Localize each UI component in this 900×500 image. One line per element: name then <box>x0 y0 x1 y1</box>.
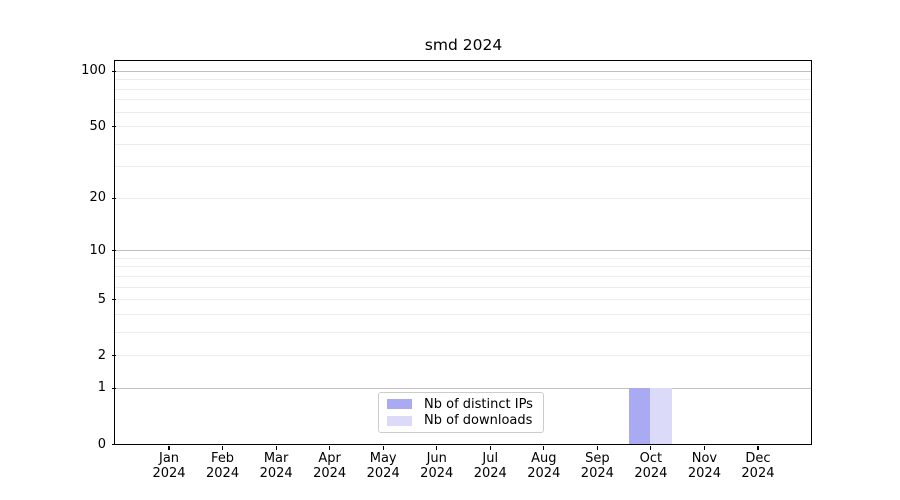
x-tick-month: Feb <box>211 451 235 466</box>
y-axis-tick-label: 20 <box>89 190 106 206</box>
plot-area <box>114 60 812 445</box>
x-tick-month: Apr <box>318 451 341 466</box>
y-tick-mark <box>111 197 116 199</box>
y-tick-mark <box>111 125 116 128</box>
minor-gridline <box>115 257 811 259</box>
x-axis-tick-label: Aug 2024 <box>504 451 584 481</box>
minor-gridline <box>115 143 811 145</box>
x-tick-month: Jan <box>159 451 180 466</box>
legend-label-distinct-ips: Nb of distinct IPs <box>424 396 533 412</box>
x-tick-year: 2024 <box>259 466 293 481</box>
x-tick-month: May <box>369 451 397 466</box>
minor-gridline <box>115 166 811 168</box>
legend-swatch-downloads <box>387 415 412 426</box>
x-axis-tick-label: Nov 2024 <box>664 451 744 481</box>
x-tick-year: 2024 <box>687 466 721 481</box>
x-tick-year: 2024 <box>634 466 668 481</box>
y-tick-mark <box>111 70 116 72</box>
y-axis-tick-label: 50 <box>89 118 106 134</box>
y-axis-tick-label: 0 <box>97 436 106 452</box>
x-tick-year: 2024 <box>580 466 614 481</box>
legend-label-downloads: Nb of downloads <box>424 413 533 429</box>
major-gridline <box>115 387 811 389</box>
minor-gridline <box>115 88 811 90</box>
x-tick-year: 2024 <box>741 466 775 481</box>
y-tick-mark <box>111 443 116 446</box>
legend-swatch-distinct-ips <box>387 399 412 410</box>
y-tick-mark <box>111 299 116 301</box>
x-tick-year: 2024 <box>473 466 507 481</box>
x-axis-tick-label: Sep 2024 <box>557 451 637 481</box>
x-tick-month: Jul <box>482 451 499 466</box>
y-tick-mark <box>111 249 116 252</box>
minor-gridline <box>115 111 811 113</box>
x-tick-month: Mar <box>263 451 289 466</box>
y-axis-tick-label: 10 <box>89 242 106 258</box>
x-tick-mark <box>168 446 170 450</box>
x-axis-tick-label: May 2024 <box>343 451 423 481</box>
y-axis-tick-label: 5 <box>97 291 106 307</box>
x-tick-mark <box>221 446 224 450</box>
y-axis-tick-label: 1 <box>97 380 106 396</box>
minor-gridline <box>115 99 811 101</box>
legend: Nb of distinct IPs Nb of downloads <box>378 392 544 433</box>
x-tick-mark <box>757 446 759 450</box>
x-axis-tick-label: Feb 2024 <box>183 451 263 481</box>
y-axis-tick-label: 100 <box>81 63 106 79</box>
minor-gridline <box>115 299 811 301</box>
y-tick-mark <box>111 387 116 390</box>
x-tick-month: Oct <box>639 451 663 466</box>
bar-nb-of-distinct-ips-oct <box>628 387 651 444</box>
legend-item-distinct-ips: Nb of distinct IPs <box>387 397 535 412</box>
x-tick-month: Aug <box>531 451 557 466</box>
x-tick-year: 2024 <box>313 466 347 481</box>
x-tick-mark <box>650 446 652 450</box>
minor-gridline <box>115 355 811 357</box>
x-tick-year: 2024 <box>206 466 240 481</box>
x-axis-tick-label: Oct 2024 <box>611 451 691 481</box>
x-tick-mark <box>275 446 277 450</box>
x-tick-month: Jun <box>426 451 447 466</box>
minor-gridline <box>115 275 811 277</box>
x-tick-mark <box>436 446 438 450</box>
x-tick-year: 2024 <box>152 466 186 481</box>
minor-gridline <box>115 331 811 333</box>
minor-gridline <box>115 266 811 268</box>
x-axis-tick-label: Dec 2024 <box>718 451 798 481</box>
x-axis-tick-label: Jun 2024 <box>397 451 477 481</box>
x-tick-mark <box>382 446 384 450</box>
x-tick-mark <box>489 446 491 450</box>
major-gridline <box>115 70 811 72</box>
x-tick-month: Dec <box>745 451 771 466</box>
bar-nb-of-downloads-oct <box>650 387 672 444</box>
x-tick-mark <box>329 446 331 450</box>
x-tick-month: Sep <box>585 451 610 466</box>
x-tick-year: 2024 <box>527 466 561 481</box>
x-axis-tick-label: Jan 2024 <box>129 451 209 481</box>
chart-title: smd 2024 <box>424 36 503 54</box>
x-tick-year: 2024 <box>366 466 400 481</box>
x-axis-tick-label: Jul 2024 <box>450 451 530 481</box>
minor-gridline <box>115 313 811 315</box>
legend-item-downloads: Nb of downloads <box>387 413 535 428</box>
x-tick-mark <box>703 446 705 450</box>
x-axis-tick-label: Mar 2024 <box>236 451 316 481</box>
major-gridline <box>115 250 811 252</box>
x-tick-mark <box>596 446 598 450</box>
minor-gridline <box>115 197 811 199</box>
minor-gridline <box>115 79 811 81</box>
y-tick-mark <box>111 355 116 357</box>
x-axis-tick-label: Apr 2024 <box>290 451 370 481</box>
x-tick-mark <box>543 446 545 450</box>
minor-gridline <box>115 126 811 128</box>
x-tick-month: Nov <box>691 451 718 466</box>
x-tick-year: 2024 <box>420 466 454 481</box>
minor-gridline <box>115 286 811 288</box>
y-axis-tick-label: 2 <box>97 347 106 363</box>
